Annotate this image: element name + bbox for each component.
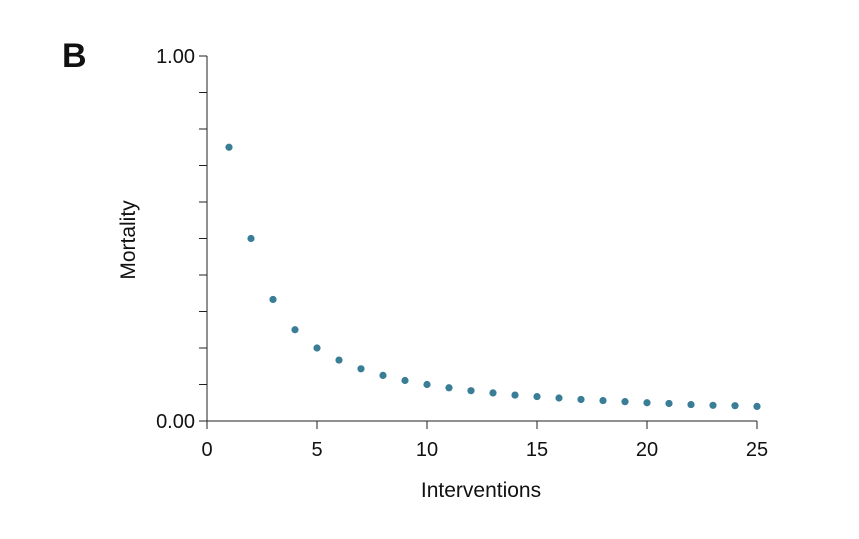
data-point <box>357 365 365 373</box>
x-axis-title: Interventions <box>421 479 541 502</box>
y-tick-label: 1.00 <box>156 46 195 68</box>
x-tick-label: 0 <box>201 439 212 461</box>
x-tick-label: 15 <box>526 439 548 461</box>
data-point <box>269 295 277 304</box>
data-point <box>731 402 739 410</box>
data-point <box>247 234 255 243</box>
panel-label: B <box>62 37 87 75</box>
data-point <box>467 387 475 395</box>
data-point <box>445 384 453 392</box>
data-point <box>489 389 497 397</box>
ticks: 1.00 0.00 0 5 10 15 20 25 <box>156 46 768 461</box>
data-points <box>225 143 761 410</box>
data-point <box>687 400 695 409</box>
data-point <box>511 391 519 399</box>
y-axis-title: Mortality <box>117 200 140 280</box>
data-point <box>335 356 343 364</box>
data-point <box>313 344 321 352</box>
axes <box>206 56 757 422</box>
data-point <box>225 143 233 151</box>
data-point <box>423 380 431 389</box>
x-tick-label: 10 <box>416 439 438 461</box>
data-point <box>379 371 387 379</box>
data-point <box>599 396 607 405</box>
x-tick-label: 5 <box>311 439 322 461</box>
data-point <box>665 399 673 408</box>
data-point <box>643 399 651 407</box>
data-point <box>753 402 761 410</box>
data-point <box>577 395 585 404</box>
data-point <box>555 394 563 402</box>
data-point <box>709 401 717 409</box>
data-point <box>621 398 629 406</box>
x-tick-label: 25 <box>746 439 768 461</box>
y-tick-label: 0.00 <box>156 411 195 433</box>
x-tick-label: 20 <box>636 439 658 461</box>
data-point <box>291 326 299 334</box>
data-point <box>533 392 541 401</box>
data-point <box>401 376 409 385</box>
